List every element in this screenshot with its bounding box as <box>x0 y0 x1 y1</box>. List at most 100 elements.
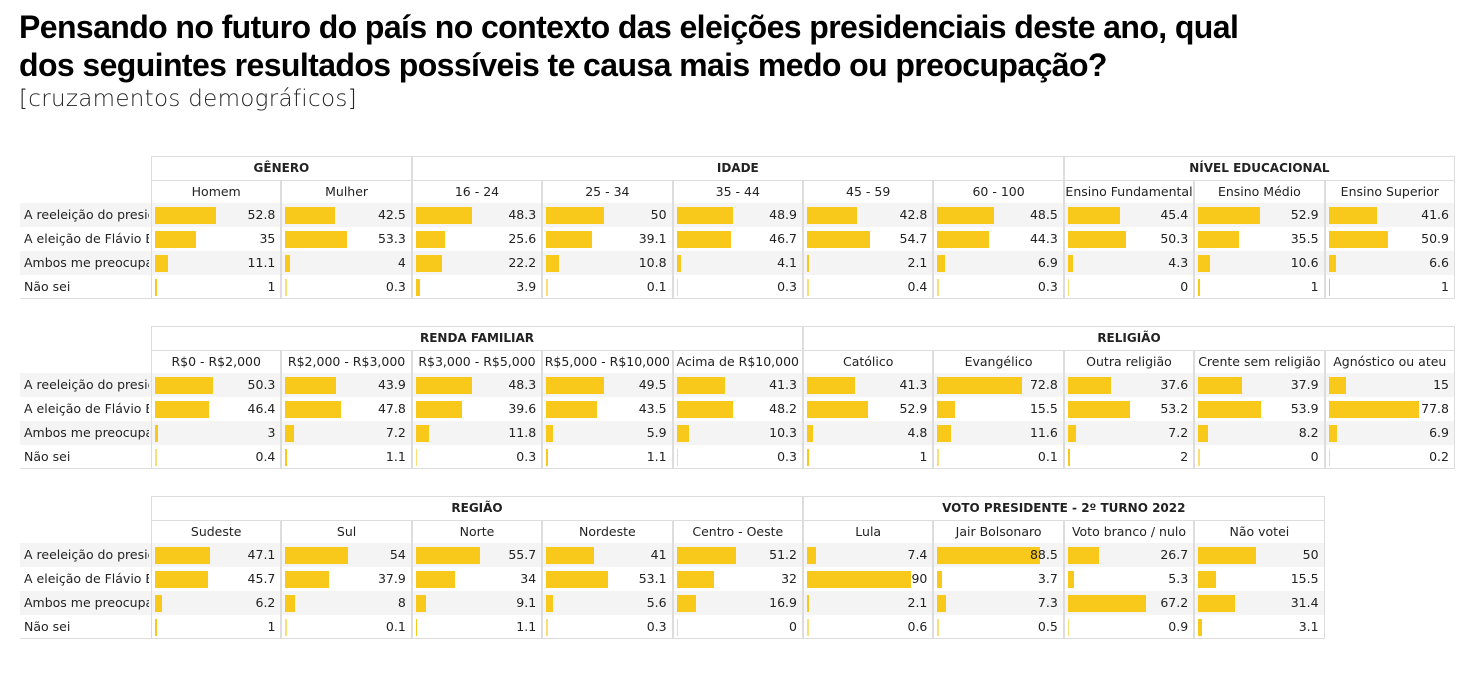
data-label: 6.9 <box>1037 255 1058 270</box>
bar <box>1067 425 1077 442</box>
data-cell: 53.1 <box>542 567 672 591</box>
data-cell: 0.6 <box>803 615 933 639</box>
data-label: 0.3 <box>516 449 537 464</box>
column-divider <box>672 373 803 469</box>
data-label: 49.5 <box>638 377 667 392</box>
data-label: 5.9 <box>646 425 667 440</box>
data-label: 47.8 <box>377 401 406 416</box>
column-divider <box>542 203 673 299</box>
bar <box>285 595 295 612</box>
data-label: 44.3 <box>1029 231 1058 246</box>
column-divider <box>1194 543 1325 639</box>
data-cell: 0 <box>1194 445 1324 469</box>
bar <box>155 449 157 466</box>
column-divider <box>933 203 1064 299</box>
data-label: 45.7 <box>247 571 276 586</box>
data-label: 42.5 <box>377 207 406 222</box>
bar <box>807 571 912 588</box>
data-label: 47.1 <box>247 547 276 562</box>
data-cell: 0.3 <box>281 275 411 299</box>
data-cell: 43.5 <box>542 397 672 421</box>
bar <box>285 571 330 588</box>
row-label: A reeleição do presidente Lula <box>24 547 149 562</box>
bar <box>676 231 731 248</box>
data-cell: 39.6 <box>412 397 542 421</box>
data-label: 77.8 <box>1421 401 1449 416</box>
data-label: 88.5 <box>1029 547 1058 562</box>
data-label: 11.8 <box>508 425 537 440</box>
data-label: 50 <box>1302 547 1319 562</box>
column-divider <box>411 543 543 639</box>
data-label: 39.6 <box>508 401 537 416</box>
bar <box>937 377 1022 394</box>
data-cell: 49.5 <box>542 373 672 397</box>
data-cell: 52.8 <box>151 203 281 227</box>
data-cell: 3.7 <box>933 567 1063 591</box>
column-divider <box>1063 543 1195 639</box>
column-header: 45 - 59 <box>803 180 934 203</box>
data-cell: 0.5 <box>933 615 1063 639</box>
data-cell: 90 <box>803 567 933 591</box>
data-cell: 45.4 <box>1064 203 1194 227</box>
data-label: 54.7 <box>899 231 928 246</box>
data-label: 6.9 <box>1429 425 1449 440</box>
bar <box>1328 425 1337 442</box>
data-cell: 51.2 <box>673 543 803 567</box>
data-label: 10.3 <box>769 425 797 440</box>
data-label: 35 <box>259 231 276 246</box>
data-label: 41.3 <box>769 377 797 392</box>
column-header: Evangélico <box>933 350 1064 373</box>
bar <box>415 425 430 442</box>
data-label: 10.8 <box>638 255 667 270</box>
column-header: 60 - 100 <box>933 180 1064 203</box>
bar <box>937 279 939 296</box>
row-label: A eleição de Flávio Bolsonaro <box>24 571 149 586</box>
bar <box>155 425 159 442</box>
data-label: 3.9 <box>516 279 537 294</box>
bar <box>285 449 287 466</box>
row-label: Ambos me preocupam <box>24 425 149 440</box>
bar <box>546 595 553 612</box>
column-header: Ensino Superior <box>1324 180 1455 203</box>
data-cell: 4.3 <box>1064 251 1194 275</box>
data-label: 7.3 <box>1037 595 1058 610</box>
data-cell: 25.6 <box>412 227 542 251</box>
data-label: 46.7 <box>769 231 797 246</box>
data-cell: 0.1 <box>542 275 672 299</box>
data-label: 0.3 <box>646 619 667 634</box>
bar <box>415 279 421 296</box>
group-header: RELIGIÃO <box>803 326 1455 350</box>
data-cell: 54.7 <box>803 227 933 251</box>
data-cell: 5.9 <box>542 421 672 445</box>
column-header: 25 - 34 <box>542 180 673 203</box>
data-cell: 6.2 <box>151 591 281 615</box>
column-header: Nordeste <box>542 520 673 543</box>
bar <box>676 449 679 466</box>
data-label: 51.2 <box>769 547 797 562</box>
row-label: Não sei <box>24 279 71 294</box>
data-cell: 50 <box>542 203 672 227</box>
column-divider <box>1324 373 1455 469</box>
data-cell: 48.9 <box>673 203 803 227</box>
row-label: Não sei <box>24 619 71 634</box>
data-cell: 0.4 <box>151 445 281 469</box>
bar <box>155 595 163 612</box>
data-label: 7.4 <box>907 547 928 562</box>
column-header: Católico <box>803 350 934 373</box>
data-label: 8.2 <box>1298 425 1319 440</box>
data-cell: 31.4 <box>1194 591 1324 615</box>
data-label: 2.1 <box>907 595 928 610</box>
bar <box>676 401 733 418</box>
data-label: 53.1 <box>638 571 667 586</box>
bar <box>676 547 736 564</box>
data-cell: 0.4 <box>803 275 933 299</box>
bar <box>155 619 157 636</box>
data-cell: 41 <box>542 543 672 567</box>
data-cell: 67.2 <box>1064 591 1194 615</box>
bar <box>1067 547 1099 564</box>
column-header: Homem <box>151 180 282 203</box>
bar <box>155 377 214 394</box>
column-divider <box>542 373 673 469</box>
data-cell: 8 <box>281 591 411 615</box>
data-label: 0 <box>1310 449 1319 464</box>
